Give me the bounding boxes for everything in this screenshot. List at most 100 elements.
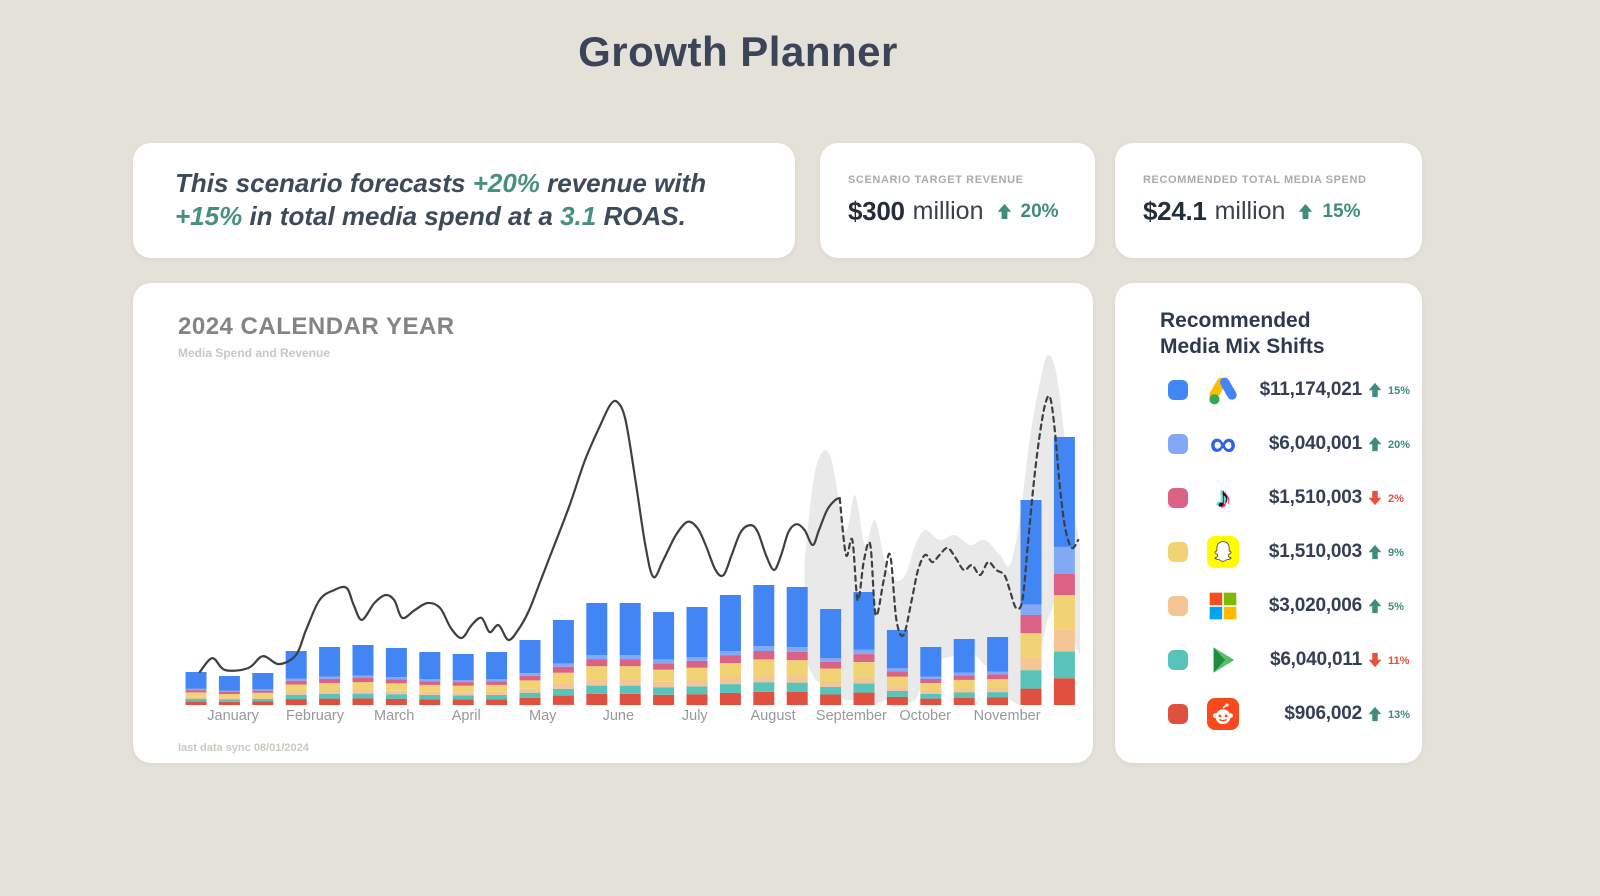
up-arrow-icon [996, 203, 1013, 220]
spend-bar-segment [886, 630, 908, 669]
spend-bar-segment [1020, 633, 1042, 658]
spend-bar-segment [419, 652, 441, 679]
snapchat-icon [1205, 534, 1241, 570]
spend-bar-segment [987, 697, 1009, 705]
platform-spend-value: $1,510,003 [1268, 487, 1362, 508]
spend-bar-segment [352, 693, 374, 699]
spend-bar-segment [252, 692, 274, 697]
spend-bar-segment [1053, 678, 1075, 705]
spend-bar-segment [853, 649, 875, 655]
spend-bar-segment [953, 639, 975, 673]
media-mix-row-tiktok[interactable]: ♪ $1,510,003 2% [1115, 471, 1422, 525]
spend-bar-segment [218, 701, 240, 705]
spend-bar-segment [953, 679, 975, 689]
spend-bar-segment [352, 675, 374, 678]
spend-bar-segment [886, 686, 908, 691]
spend-bar-segment [920, 678, 942, 683]
spend-bar-segment [987, 692, 1009, 698]
spend-bar-segment [920, 694, 942, 699]
media-mix-row-snapchat[interactable]: $1,510,003 9% [1115, 525, 1422, 579]
spend-bar-segment [719, 684, 741, 693]
month-label: November [974, 708, 1041, 724]
stat-value-row: $300 million 20% [848, 196, 1059, 227]
media-mix-row-google-ads[interactable]: $11,174,021 15% [1115, 363, 1422, 417]
spend-bar-segment [853, 592, 875, 650]
spend-bar-segment [285, 699, 307, 705]
spend-bar-segment [920, 683, 942, 691]
platform-spend-value: $3,020,006 [1268, 595, 1362, 616]
spend-bar-segment [886, 671, 908, 677]
month-label: January [207, 708, 259, 724]
spend-bar-segment [1020, 657, 1042, 671]
spend-bar-segment [686, 607, 708, 657]
spend-bar-segment [519, 692, 541, 698]
spend-bar-segment [185, 692, 207, 697]
spend-bar-segment [653, 663, 675, 670]
spend-bar-segment [486, 699, 508, 705]
spend-bar-segment [853, 692, 875, 705]
spend-bar-segment [218, 694, 240, 698]
meta-icon: ∞ [1209, 423, 1237, 464]
spend-bar-segment [552, 695, 574, 705]
spend-bar-segment [185, 701, 207, 705]
google-ads-icon [1205, 372, 1241, 408]
platform-spend-value: $6,040,011 [1269, 649, 1362, 670]
media-mix-row-microsoft[interactable]: $3,020,006 5% [1115, 579, 1422, 633]
media-mix-list: $11,174,021 15% ∞ $6,040,001 20% ♪ $1,510,003 2… [1115, 363, 1422, 741]
month-label: March [374, 708, 414, 724]
scenario-summary-card: This scenario forecasts +20% revenue wit… [133, 143, 795, 258]
stat-change: 20% [1020, 200, 1059, 222]
spend-bar-segment [352, 690, 374, 694]
spend-bar-segment [886, 696, 908, 706]
spend-bar-segment [319, 698, 341, 705]
platform-spend-value: $11,174,021 [1259, 379, 1363, 400]
spend-bar-segment [753, 651, 775, 660]
spend-bar-segment [452, 654, 474, 680]
up-arrow-icon [1367, 706, 1383, 722]
spend-bar-segment [1020, 670, 1042, 689]
spend-bar-segment [753, 646, 775, 651]
month-label: July [682, 708, 709, 724]
month-label: May [529, 708, 557, 724]
spend-bar-segment [519, 675, 541, 681]
spend-bar-segment [853, 654, 875, 662]
spend-bar-segment [786, 660, 808, 676]
google-play-legend-swatch [1168, 650, 1188, 670]
spend-bar-segment [452, 699, 474, 705]
spend-bar-segment [419, 694, 441, 700]
microsoft-legend-swatch [1168, 596, 1188, 616]
spend-bar-segment [920, 698, 942, 705]
spend-bar-segment [586, 666, 608, 680]
stat-change: 15% [1322, 200, 1361, 222]
spend-bar-segment [285, 651, 307, 679]
spend-bar-segment [586, 655, 608, 660]
month-label: June [603, 708, 634, 724]
spend-bar-segment [820, 661, 842, 669]
spend-bar-segment [552, 663, 574, 667]
spend-bar-segment [820, 694, 842, 705]
meta-legend-swatch [1168, 434, 1188, 454]
scenario-accent-value: 3.1 [560, 201, 597, 232]
spend-bar-segment [385, 677, 407, 680]
spend-bar-segment [452, 692, 474, 696]
spend-bar-segment [853, 662, 875, 677]
microsoft-icon [1205, 588, 1241, 624]
spend-bar-segment [953, 688, 975, 693]
spend-bar-segment [218, 699, 240, 702]
spend-bar-segment [653, 681, 675, 688]
spend-bar-segment [385, 648, 407, 678]
spend-bar-segment [653, 687, 675, 695]
spend-bar-segment [419, 684, 441, 692]
month-label: April [452, 708, 481, 724]
spend-bar-segment [686, 686, 708, 695]
spend-bar-segment [920, 647, 942, 677]
media-mix-row-google-play[interactable]: $6,040,011 11% [1115, 633, 1422, 687]
media-mix-row-meta[interactable]: ∞ $6,040,001 20% [1115, 417, 1422, 471]
platform-change-percent: 2% [1388, 493, 1404, 505]
media-mix-row-reddit[interactable]: $906,002 13% [1115, 687, 1422, 741]
spend-bar-segment [519, 680, 541, 689]
spend-bar-segment [385, 698, 407, 705]
spend-bar-segment [552, 620, 574, 664]
spend-bar-segment [586, 659, 608, 667]
scenario-target-revenue-card: SCENARIO TARGET REVENUE $300 million 20% [820, 143, 1095, 258]
